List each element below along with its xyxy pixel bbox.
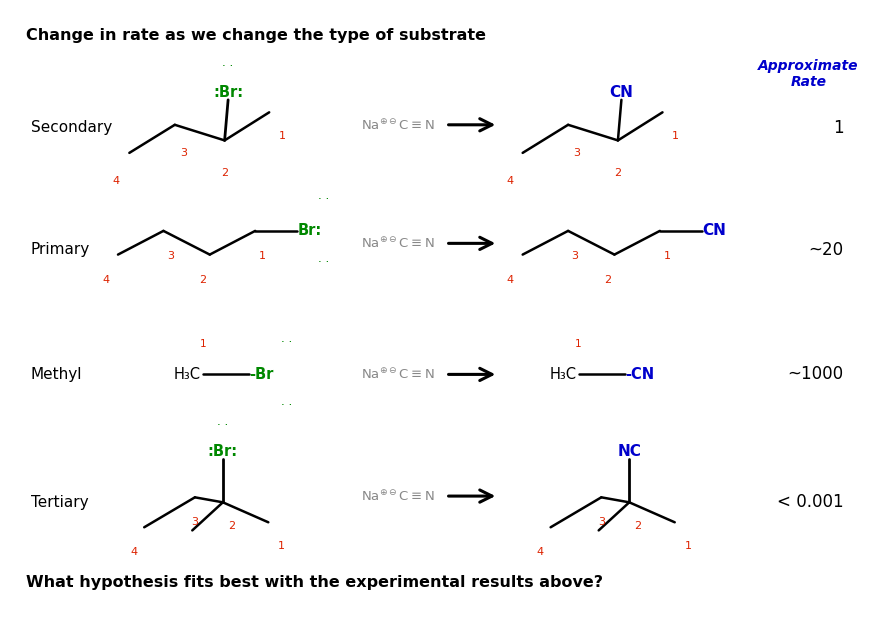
Text: 4: 4 (507, 275, 514, 285)
Text: 3: 3 (598, 517, 605, 527)
Text: :Br:: :Br: (213, 85, 243, 100)
Text: NC: NC (617, 444, 642, 459)
Text: Na$^{\oplus\ominus}$C$\equiv$N: Na$^{\oplus\ominus}$C$\equiv$N (361, 236, 434, 251)
Text: CN: CN (702, 223, 725, 238)
Text: < 0.001: < 0.001 (777, 494, 843, 511)
Text: Na$^{\oplus\ominus}$C$\equiv$N: Na$^{\oplus\ominus}$C$\equiv$N (361, 117, 434, 132)
Text: Na$^{\oplus\ominus}$C$\equiv$N: Na$^{\oplus\ominus}$C$\equiv$N (361, 367, 434, 382)
Text: 1: 1 (279, 131, 286, 141)
Text: 4: 4 (130, 547, 137, 557)
Text: · ·: · · (223, 60, 233, 73)
Text: 4: 4 (537, 547, 544, 557)
Text: 2: 2 (614, 168, 621, 178)
Text: 2: 2 (199, 275, 206, 285)
Text: Br:: Br: (297, 223, 322, 238)
Text: 2: 2 (228, 521, 235, 531)
Text: 1: 1 (575, 339, 582, 349)
Text: 3: 3 (167, 251, 174, 261)
Text: 1: 1 (259, 251, 266, 261)
Text: 4: 4 (102, 275, 109, 285)
Text: 1: 1 (672, 131, 679, 141)
Text: 1: 1 (663, 251, 670, 261)
Text: ~1000: ~1000 (787, 366, 843, 383)
Text: · ·: · · (318, 193, 329, 206)
Text: Change in rate as we change the type of substrate: Change in rate as we change the type of … (26, 28, 486, 43)
Text: 3: 3 (572, 251, 579, 261)
Text: 1: 1 (278, 541, 285, 551)
Text: What hypothesis fits best with the experimental results above?: What hypothesis fits best with the exper… (26, 575, 603, 590)
Text: 2: 2 (604, 275, 611, 285)
Text: 3: 3 (191, 517, 198, 527)
Text: 2: 2 (221, 168, 228, 178)
Text: 4: 4 (113, 176, 120, 186)
Text: Secondary: Secondary (31, 120, 112, 135)
Text: -Br: -Br (249, 367, 274, 382)
Text: :Br:: :Br: (208, 444, 238, 459)
Text: · ·: · · (318, 256, 329, 269)
Text: 4: 4 (506, 176, 513, 186)
Text: · ·: · · (281, 336, 292, 349)
Text: 3: 3 (573, 148, 580, 158)
Text: Na$^{\oplus\ominus}$C$\equiv$N: Na$^{\oplus\ominus}$C$\equiv$N (361, 489, 434, 504)
Text: Tertiary: Tertiary (31, 495, 88, 510)
Text: ~20: ~20 (808, 241, 843, 258)
Text: · ·: · · (281, 399, 292, 412)
Text: Primary: Primary (31, 242, 90, 257)
Text: · ·: · · (218, 419, 228, 432)
Text: -CN: -CN (625, 367, 654, 382)
Text: Methyl: Methyl (31, 367, 82, 382)
Text: H₃C: H₃C (550, 367, 577, 382)
Text: 2: 2 (635, 521, 642, 531)
Text: Approximate
Rate: Approximate Rate (759, 59, 858, 89)
Text: 1: 1 (684, 541, 691, 551)
Text: 1: 1 (833, 119, 843, 137)
Text: H₃C: H₃C (174, 367, 201, 382)
Text: CN: CN (609, 85, 634, 100)
Text: 3: 3 (180, 148, 187, 158)
Text: 1: 1 (199, 339, 206, 349)
